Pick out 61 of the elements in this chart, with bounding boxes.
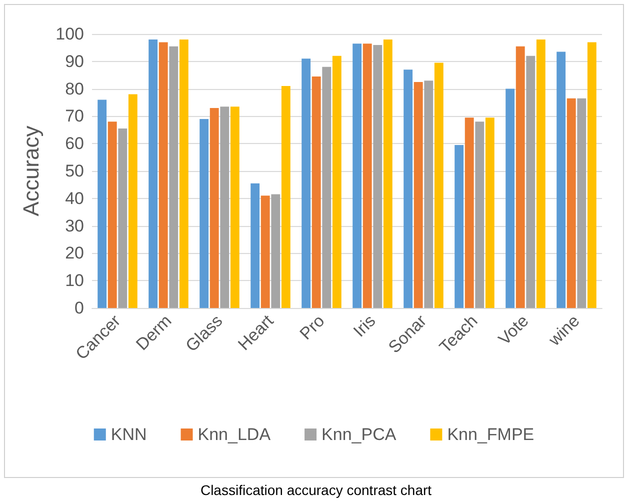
legend-label: Knn_PCA xyxy=(322,425,397,444)
y-tick-label: 90 xyxy=(65,52,84,71)
bar xyxy=(587,42,596,308)
bar xyxy=(158,42,168,308)
bar xyxy=(179,39,188,308)
legend-label: Knn_LDA xyxy=(198,425,272,444)
bar xyxy=(577,98,586,308)
y-axis-title: Accuracy xyxy=(18,126,44,216)
y-tick-label: 100 xyxy=(56,24,84,44)
bar xyxy=(332,56,342,308)
bar xyxy=(556,52,566,308)
bar xyxy=(210,108,219,308)
x-tick-label: Vote xyxy=(494,311,532,349)
bar xyxy=(98,100,107,308)
bar xyxy=(128,94,138,308)
bar xyxy=(108,122,117,308)
bar xyxy=(414,82,423,308)
legend-label: Knn_FMPE xyxy=(447,425,534,444)
bar xyxy=(373,44,382,308)
bar xyxy=(271,194,280,308)
bar xyxy=(322,66,332,308)
bar xyxy=(424,80,434,308)
bar xyxy=(485,118,494,308)
bar xyxy=(312,76,321,308)
bar xyxy=(250,183,260,308)
bar xyxy=(200,118,209,308)
bar xyxy=(302,58,311,308)
y-tick-label: 30 xyxy=(65,216,84,236)
bar xyxy=(362,44,372,308)
legend-label: KNN xyxy=(110,425,147,444)
text: Classification accuracy contrast chart xyxy=(199,482,433,498)
bar xyxy=(516,46,525,308)
bar xyxy=(454,144,464,308)
x-tick-label: Iris xyxy=(350,311,380,341)
y-tick-label: 0 xyxy=(74,298,84,318)
bar xyxy=(434,62,444,308)
y-tick-label: 20 xyxy=(65,244,84,263)
bar xyxy=(148,39,158,308)
bar xyxy=(118,128,128,308)
bar xyxy=(169,46,178,308)
bar xyxy=(536,39,546,308)
bar xyxy=(404,70,413,308)
y-tick-label: 40 xyxy=(65,188,84,208)
bar xyxy=(506,88,515,308)
bar xyxy=(220,106,230,308)
bar xyxy=(352,44,362,308)
y-tick-label: 70 xyxy=(65,106,84,126)
bar xyxy=(566,98,576,308)
bar xyxy=(464,118,474,308)
bar xyxy=(475,122,484,308)
bar xyxy=(526,56,536,308)
y-tick-label: 60 xyxy=(65,134,84,154)
x-tick-label: wine xyxy=(544,311,584,350)
bar xyxy=(383,39,392,308)
bar xyxy=(281,86,290,308)
x-tick-label: Pro xyxy=(296,311,328,344)
bar xyxy=(230,106,240,308)
y-tick-label: 50 xyxy=(65,162,84,180)
bar xyxy=(260,196,270,308)
y-tick-label: 80 xyxy=(65,79,84,98)
y-tick-label: 10 xyxy=(65,271,84,290)
